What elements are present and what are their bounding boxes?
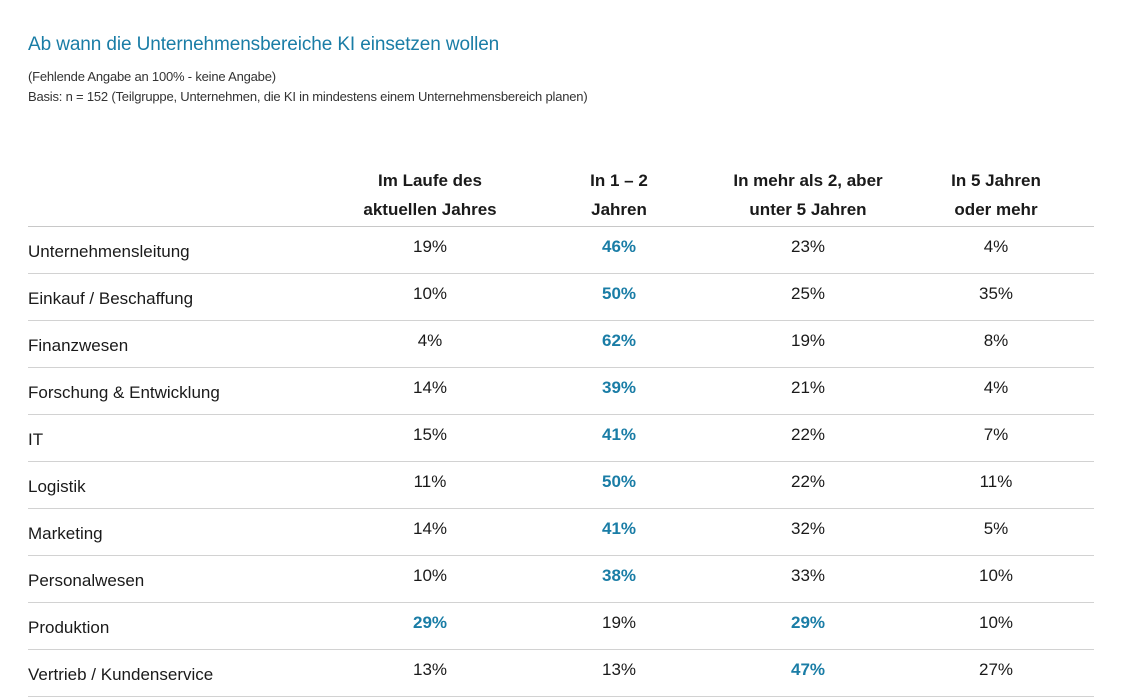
value-cell-highlighted: 62% bbox=[520, 320, 718, 368]
value-cell: 33% bbox=[718, 555, 898, 603]
table-row: Unternehmensleitung 19% 46% 23% 4% bbox=[28, 226, 1094, 274]
value-cell: 11% bbox=[340, 461, 520, 509]
table-row: Forschung & Entwicklung 14% 39% 21% 4% bbox=[28, 367, 1094, 415]
row-label: Unternehmensleitung bbox=[28, 226, 340, 274]
value-cell-highlighted: 29% bbox=[340, 602, 520, 650]
value-cell: 5% bbox=[898, 508, 1094, 556]
value-cell-highlighted: 41% bbox=[520, 508, 718, 556]
value-cell: 8% bbox=[898, 320, 1094, 368]
header-row: Im Laufe des aktuellen Jahres In 1 – 2 Jah… bbox=[28, 166, 1094, 227]
value-cell: 7% bbox=[898, 414, 1094, 462]
table-row: Vertrieb / Kundenservice 13% 13% 47% 27% bbox=[28, 649, 1094, 697]
column-header: In mehr als 2, aber unter 5 Jahren bbox=[718, 166, 898, 227]
row-label: Forschung & Entwicklung bbox=[28, 367, 340, 415]
value-cell: 10% bbox=[340, 273, 520, 321]
value-cell: 22% bbox=[718, 461, 898, 509]
value-cell: 22% bbox=[718, 414, 898, 462]
table-row: IT 15% 41% 22% 7% bbox=[28, 414, 1094, 462]
value-cell: 13% bbox=[520, 649, 718, 697]
value-cell-highlighted: 39% bbox=[520, 367, 718, 415]
row-label: IT bbox=[28, 414, 340, 462]
table-row: Produktion 29% 19% 29% 10% bbox=[28, 602, 1094, 650]
column-header: Im Laufe des aktuellen Jahres bbox=[340, 166, 520, 227]
value-cell: 13% bbox=[340, 649, 520, 697]
row-header-empty bbox=[28, 166, 340, 227]
row-label: Marketing bbox=[28, 508, 340, 556]
value-cell-highlighted: 50% bbox=[520, 273, 718, 321]
value-cell: 15% bbox=[340, 414, 520, 462]
value-cell: 19% bbox=[718, 320, 898, 368]
value-cell: 25% bbox=[718, 273, 898, 321]
value-cell-highlighted: 29% bbox=[718, 602, 898, 650]
value-cell-highlighted: 50% bbox=[520, 461, 718, 509]
table-row: Personalwesen 10% 38% 33% 10% bbox=[28, 555, 1094, 603]
value-cell: 4% bbox=[340, 320, 520, 368]
value-cell: 32% bbox=[718, 508, 898, 556]
value-cell: 10% bbox=[898, 555, 1094, 603]
chart-basis: Basis: n = 152 (Teilgruppe, Unternehmen,… bbox=[28, 89, 588, 104]
value-cell: 4% bbox=[898, 367, 1094, 415]
row-label: Logistik bbox=[28, 461, 340, 509]
value-cell: 19% bbox=[340, 226, 520, 274]
column-header: In 1 – 2 Jahren bbox=[520, 166, 718, 227]
value-cell: 21% bbox=[718, 367, 898, 415]
value-cell: 4% bbox=[898, 226, 1094, 274]
data-table: Im Laufe des aktuellen Jahres In 1 – 2 Jah… bbox=[28, 166, 1094, 697]
value-cell: 35% bbox=[898, 273, 1094, 321]
row-label: Vertrieb / Kundenservice bbox=[28, 649, 340, 697]
chart-title: Ab wann die Unternehmensbereiche KI eins… bbox=[28, 34, 500, 55]
row-label: Finanzwesen bbox=[28, 320, 340, 368]
value-cell: 23% bbox=[718, 226, 898, 274]
value-cell: 19% bbox=[520, 602, 718, 650]
value-cell: 27% bbox=[898, 649, 1094, 697]
chart-note: (Fehlende Angabe an 100% - keine Angabe) bbox=[28, 69, 276, 84]
table-row: Finanzwesen 4% 62% 19% 8% bbox=[28, 320, 1094, 368]
value-cell-highlighted: 38% bbox=[520, 555, 718, 603]
table-row: Logistik 11% 50% 22% 11% bbox=[28, 461, 1094, 509]
value-cell-highlighted: 41% bbox=[520, 414, 718, 462]
value-cell: 10% bbox=[898, 602, 1094, 650]
value-cell-highlighted: 47% bbox=[718, 649, 898, 697]
row-label: Einkauf / Beschaffung bbox=[28, 273, 340, 321]
value-cell: 14% bbox=[340, 367, 520, 415]
row-label: Produktion bbox=[28, 602, 340, 650]
value-cell: 10% bbox=[340, 555, 520, 603]
value-cell: 11% bbox=[898, 461, 1094, 509]
table-row: Marketing 14% 41% 32% 5% bbox=[28, 508, 1094, 556]
table-row: Einkauf / Beschaffung 10% 50% 25% 35% bbox=[28, 273, 1094, 321]
column-header: In 5 Jahren oder mehr bbox=[898, 166, 1094, 227]
value-cell: 14% bbox=[340, 508, 520, 556]
value-cell-highlighted: 46% bbox=[520, 226, 718, 274]
row-label: Personalwesen bbox=[28, 555, 340, 603]
